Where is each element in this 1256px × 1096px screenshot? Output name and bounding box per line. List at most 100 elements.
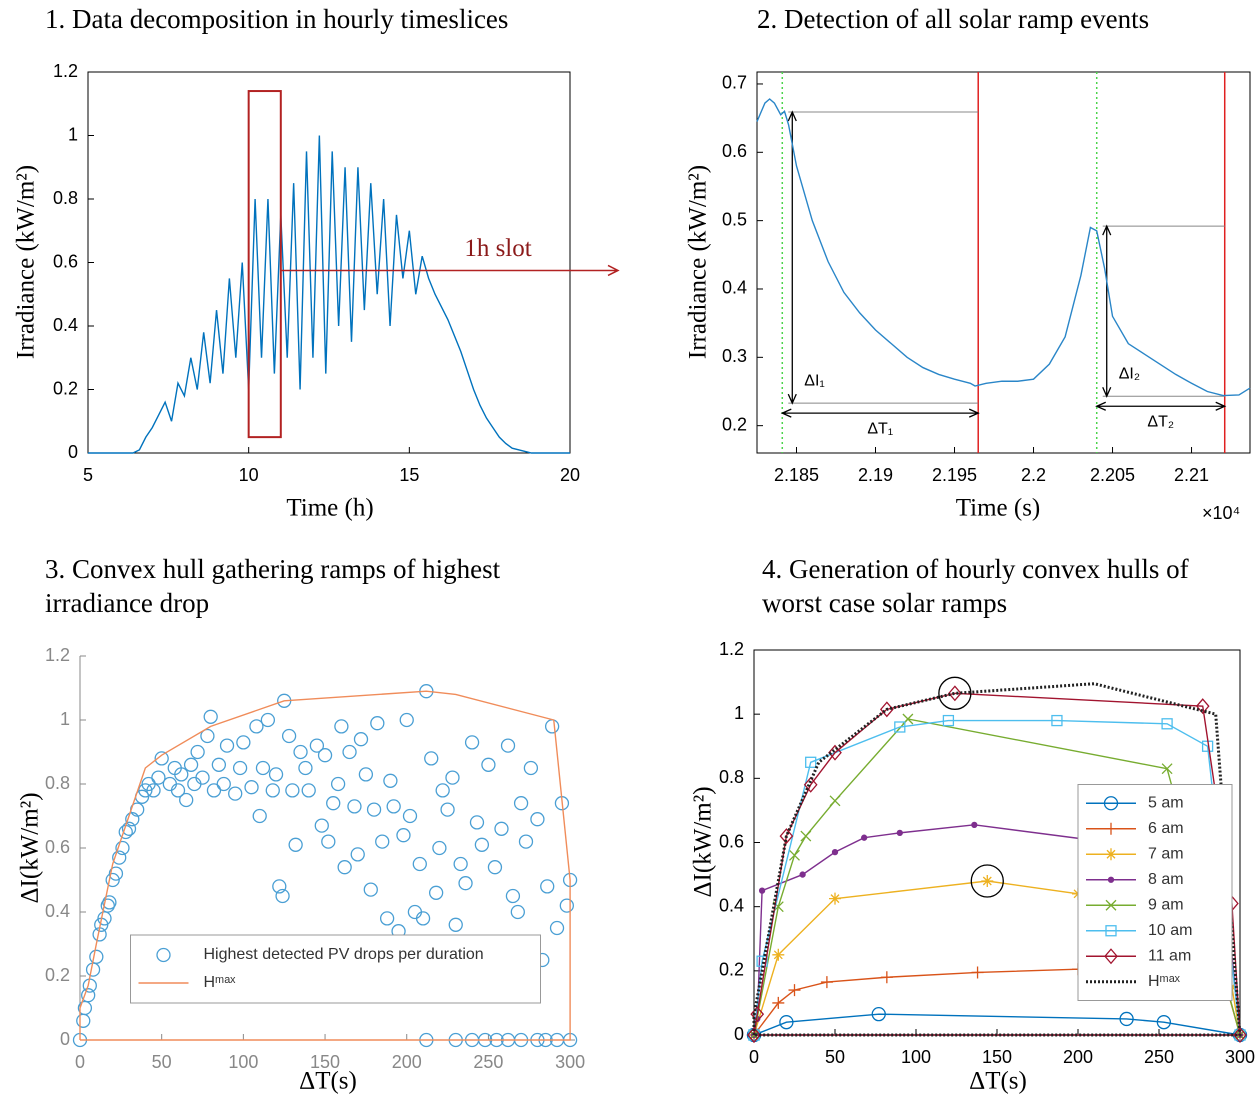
data-point [82, 978, 97, 993]
chart-title: 1. Data decomposition in hourly timeslic… [45, 4, 508, 34]
data-point [779, 828, 794, 845]
y-tick-label: 0.2 [45, 965, 70, 985]
data-point [481, 757, 496, 772]
chart-title: worst case solar ramps [762, 588, 1007, 618]
data-line [756, 98, 1251, 397]
x-tick-label: 2.205 [1090, 465, 1135, 485]
data-point [102, 895, 117, 910]
x-axis-label: Time (h) [286, 495, 373, 522]
delta-i-arrow [1102, 224, 1112, 398]
legend-label: 7 am [1148, 845, 1184, 862]
data-line [88, 135, 570, 454]
legend-marker [1104, 948, 1118, 965]
data-point [747, 1027, 761, 1043]
y-tick-label: 0.4 [45, 901, 70, 921]
data-point [407, 904, 423, 920]
data-point [108, 866, 124, 881]
data-point [326, 796, 341, 811]
data-point [894, 721, 906, 733]
x-tick-label: 5 [83, 465, 93, 485]
y-tick-label: 1.2 [45, 645, 70, 665]
data-point [788, 984, 801, 997]
data-point [505, 888, 521, 904]
data-point [272, 879, 287, 894]
data-point [206, 783, 222, 798]
chart-title: 4. Generation of hourly convex hulls of [762, 554, 1189, 584]
data-point [350, 847, 365, 862]
data-point [469, 815, 485, 830]
data-point [100, 898, 115, 913]
data-point [831, 848, 839, 856]
data-point [255, 760, 271, 776]
x-tick-label: 2.19 [858, 465, 893, 485]
data-point [170, 783, 186, 798]
data-point [383, 773, 398, 788]
legend-marker [1105, 899, 1117, 911]
data-point [260, 712, 276, 728]
data-point [162, 776, 178, 792]
x-tick-label: 100 [901, 1047, 931, 1067]
data-point [370, 716, 385, 731]
data-point [334, 719, 349, 734]
data-point [474, 837, 490, 852]
data-point [112, 850, 127, 865]
data-point [820, 976, 833, 989]
x-tick-label: 100 [228, 1052, 258, 1072]
data-point [203, 709, 218, 724]
chart-title: irradiance drop [45, 588, 209, 618]
data-point [828, 744, 842, 761]
y-tick-label: 0 [60, 1029, 70, 1049]
data-point [1161, 763, 1173, 775]
legend-box [1077, 784, 1233, 1001]
y-tick-label: 0 [734, 1024, 744, 1044]
y-axis-label: Irradiance (kW/m²) [685, 165, 712, 359]
x-tick-label: 200 [1063, 1047, 1093, 1067]
data-point [800, 830, 812, 842]
axis-multiplier: ×10⁴ [1202, 503, 1240, 523]
data-point [379, 911, 395, 926]
y-tick-label: 0.8 [45, 773, 70, 793]
data-point [121, 821, 137, 836]
data-point [85, 962, 101, 977]
data-point [758, 887, 766, 894]
data-point [544, 719, 560, 734]
data-point [880, 971, 893, 984]
data-point [518, 834, 534, 849]
x-tick-label: 2.21 [1174, 465, 1209, 485]
data-point [803, 776, 818, 793]
y-axis-label: ΔI(kW/m²) [690, 786, 717, 897]
data-point [293, 744, 308, 760]
data-point [549, 920, 565, 936]
data-point [399, 712, 414, 728]
data-point [363, 882, 378, 897]
data-point [275, 888, 290, 904]
data-point [285, 783, 300, 798]
data-point [249, 719, 264, 734]
data-point [314, 818, 329, 833]
legend-marker [1105, 822, 1117, 835]
y-tick-label: 0.2 [722, 414, 747, 434]
data-point [337, 860, 352, 875]
y-tick-label: 1 [734, 703, 744, 723]
data-point [219, 738, 235, 753]
data-point [829, 892, 841, 905]
y-tick-label: 1.2 [53, 61, 78, 81]
delta-t-label: ΔT₁ [867, 420, 893, 437]
legend-label: 5 am [1148, 794, 1184, 811]
data-point [861, 834, 868, 841]
y-tick-label: 0.6 [722, 141, 747, 161]
y-tick-label: 0.8 [719, 767, 744, 787]
x-tick-label: 50 [825, 1047, 845, 1067]
data-point [432, 840, 447, 856]
data-point [829, 795, 841, 807]
x-tick-label: 150 [982, 1047, 1012, 1067]
y-tick-label: 1.2 [719, 639, 744, 659]
legend-label: Hᵐᵃˣ [204, 974, 237, 991]
legend-label: 8 am [1148, 871, 1184, 888]
data-point [228, 786, 243, 801]
data-point [342, 744, 357, 760]
data-point [105, 872, 120, 888]
data-point [236, 735, 251, 750]
highlight-circle [938, 676, 972, 710]
delta-i-arrow [787, 110, 797, 405]
